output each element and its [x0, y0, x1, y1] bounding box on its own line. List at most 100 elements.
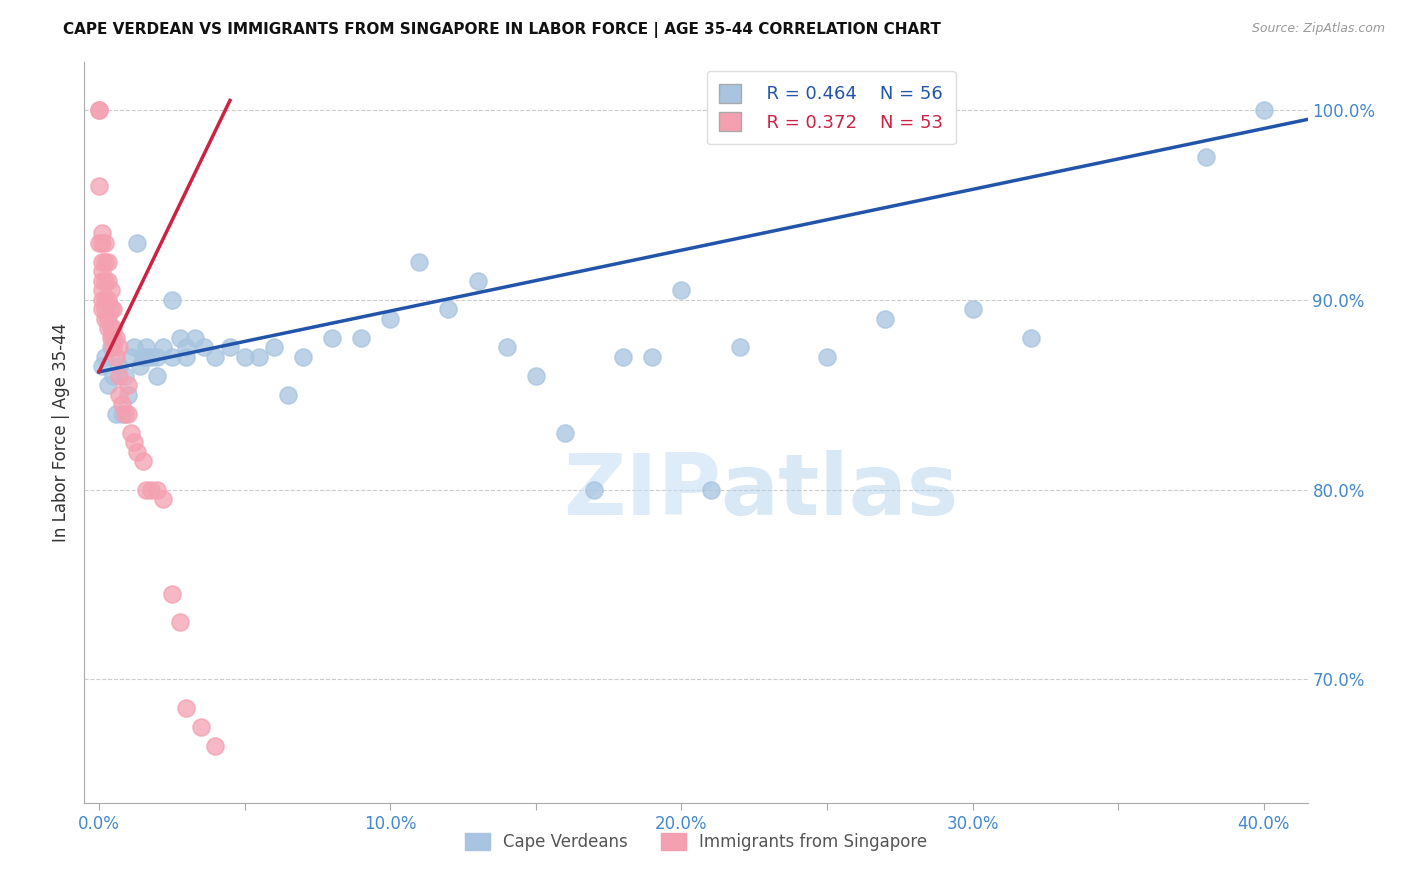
- Point: [90, 283, 112, 297]
- Text: ZIP: ZIP: [562, 450, 720, 533]
- Point: [97, 293, 120, 307]
- Point: [204, 350, 226, 364]
- Point: [641, 350, 664, 364]
- Point: [90, 274, 112, 288]
- Point: [93, 274, 115, 288]
- Point: [174, 701, 197, 715]
- Point: [93, 254, 115, 268]
- Point: [350, 331, 373, 345]
- Point: [247, 350, 270, 364]
- Point: [105, 407, 128, 421]
- Point: [111, 407, 134, 421]
- Point: [105, 350, 128, 364]
- Point: [174, 350, 197, 364]
- Point: [233, 350, 256, 364]
- Point: [97, 254, 120, 268]
- Point: [108, 368, 131, 383]
- Point: [100, 302, 122, 317]
- Text: CAPE VERDEAN VS IMMIGRANTS FROM SINGAPORE IN LABOR FORCE | AGE 35-44 CORRELATION: CAPE VERDEAN VS IMMIGRANTS FROM SINGAPOR…: [63, 22, 941, 38]
- Point: [524, 368, 547, 383]
- Point: [174, 340, 197, 354]
- Point: [120, 425, 142, 440]
- Point: [152, 491, 174, 506]
- Point: [100, 331, 122, 345]
- Point: [87, 235, 110, 250]
- Point: [100, 321, 122, 335]
- Point: [141, 350, 163, 364]
- Point: [97, 321, 120, 335]
- Point: [135, 350, 157, 364]
- Point: [190, 720, 212, 734]
- Point: [93, 293, 115, 307]
- Point: [380, 311, 402, 326]
- Point: [93, 302, 115, 317]
- Point: [146, 350, 169, 364]
- Point: [321, 331, 343, 345]
- Point: [108, 387, 131, 401]
- Point: [467, 274, 489, 288]
- Point: [90, 254, 112, 268]
- Point: [962, 302, 984, 317]
- Point: [97, 274, 120, 288]
- Point: [100, 283, 122, 297]
- Point: [128, 359, 150, 374]
- Point: [87, 103, 110, 117]
- Point: [169, 615, 191, 630]
- Point: [117, 407, 139, 421]
- Point: [125, 444, 148, 458]
- Point: [108, 340, 131, 354]
- Point: [131, 454, 153, 468]
- Point: [105, 331, 128, 345]
- Point: [93, 235, 115, 250]
- Point: [103, 368, 125, 383]
- Point: [120, 350, 142, 364]
- Point: [291, 350, 314, 364]
- Point: [103, 340, 125, 354]
- Point: [204, 739, 226, 753]
- Point: [135, 483, 157, 497]
- Point: [122, 340, 145, 354]
- Point: [90, 227, 112, 241]
- Point: [90, 235, 112, 250]
- Point: [90, 302, 112, 317]
- Point: [699, 483, 721, 497]
- Point: [90, 293, 112, 307]
- Point: [169, 331, 191, 345]
- Point: [815, 350, 838, 364]
- Point: [117, 387, 139, 401]
- Text: atlas: atlas: [720, 450, 959, 533]
- Y-axis label: In Labor Force | Age 35-44: In Labor Force | Age 35-44: [52, 323, 70, 542]
- Point: [125, 235, 148, 250]
- Point: [108, 359, 131, 374]
- Point: [160, 587, 183, 601]
- Point: [277, 387, 299, 401]
- Point: [97, 311, 120, 326]
- Point: [1195, 150, 1218, 164]
- Point: [1019, 331, 1042, 345]
- Point: [184, 331, 207, 345]
- Point: [671, 283, 693, 297]
- Point: [554, 425, 576, 440]
- Point: [117, 378, 139, 392]
- Point: [193, 340, 215, 354]
- Point: [408, 254, 430, 268]
- Point: [90, 359, 112, 374]
- Point: [131, 350, 153, 364]
- Point: [583, 483, 606, 497]
- Point: [146, 368, 169, 383]
- Point: [103, 331, 125, 345]
- Point: [612, 350, 634, 364]
- Point: [122, 435, 145, 450]
- Point: [103, 321, 125, 335]
- Point: [93, 311, 115, 326]
- Text: Source: ZipAtlas.com: Source: ZipAtlas.com: [1251, 22, 1385, 36]
- Point: [160, 350, 183, 364]
- Point: [263, 340, 285, 354]
- Point: [97, 378, 120, 392]
- Point: [495, 340, 517, 354]
- Point: [146, 483, 169, 497]
- Point: [875, 311, 897, 326]
- Point: [114, 368, 136, 383]
- Point: [1253, 103, 1275, 117]
- Point: [90, 264, 112, 278]
